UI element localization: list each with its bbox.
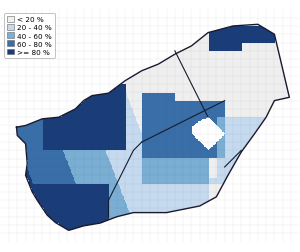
Legend: < 20 %, 20 - 40 %, 40 - 60 %, 60 - 80 %, >= 80 %: < 20 %, 20 - 40 %, 40 - 60 %, 60 - 80 %,… (4, 14, 55, 59)
